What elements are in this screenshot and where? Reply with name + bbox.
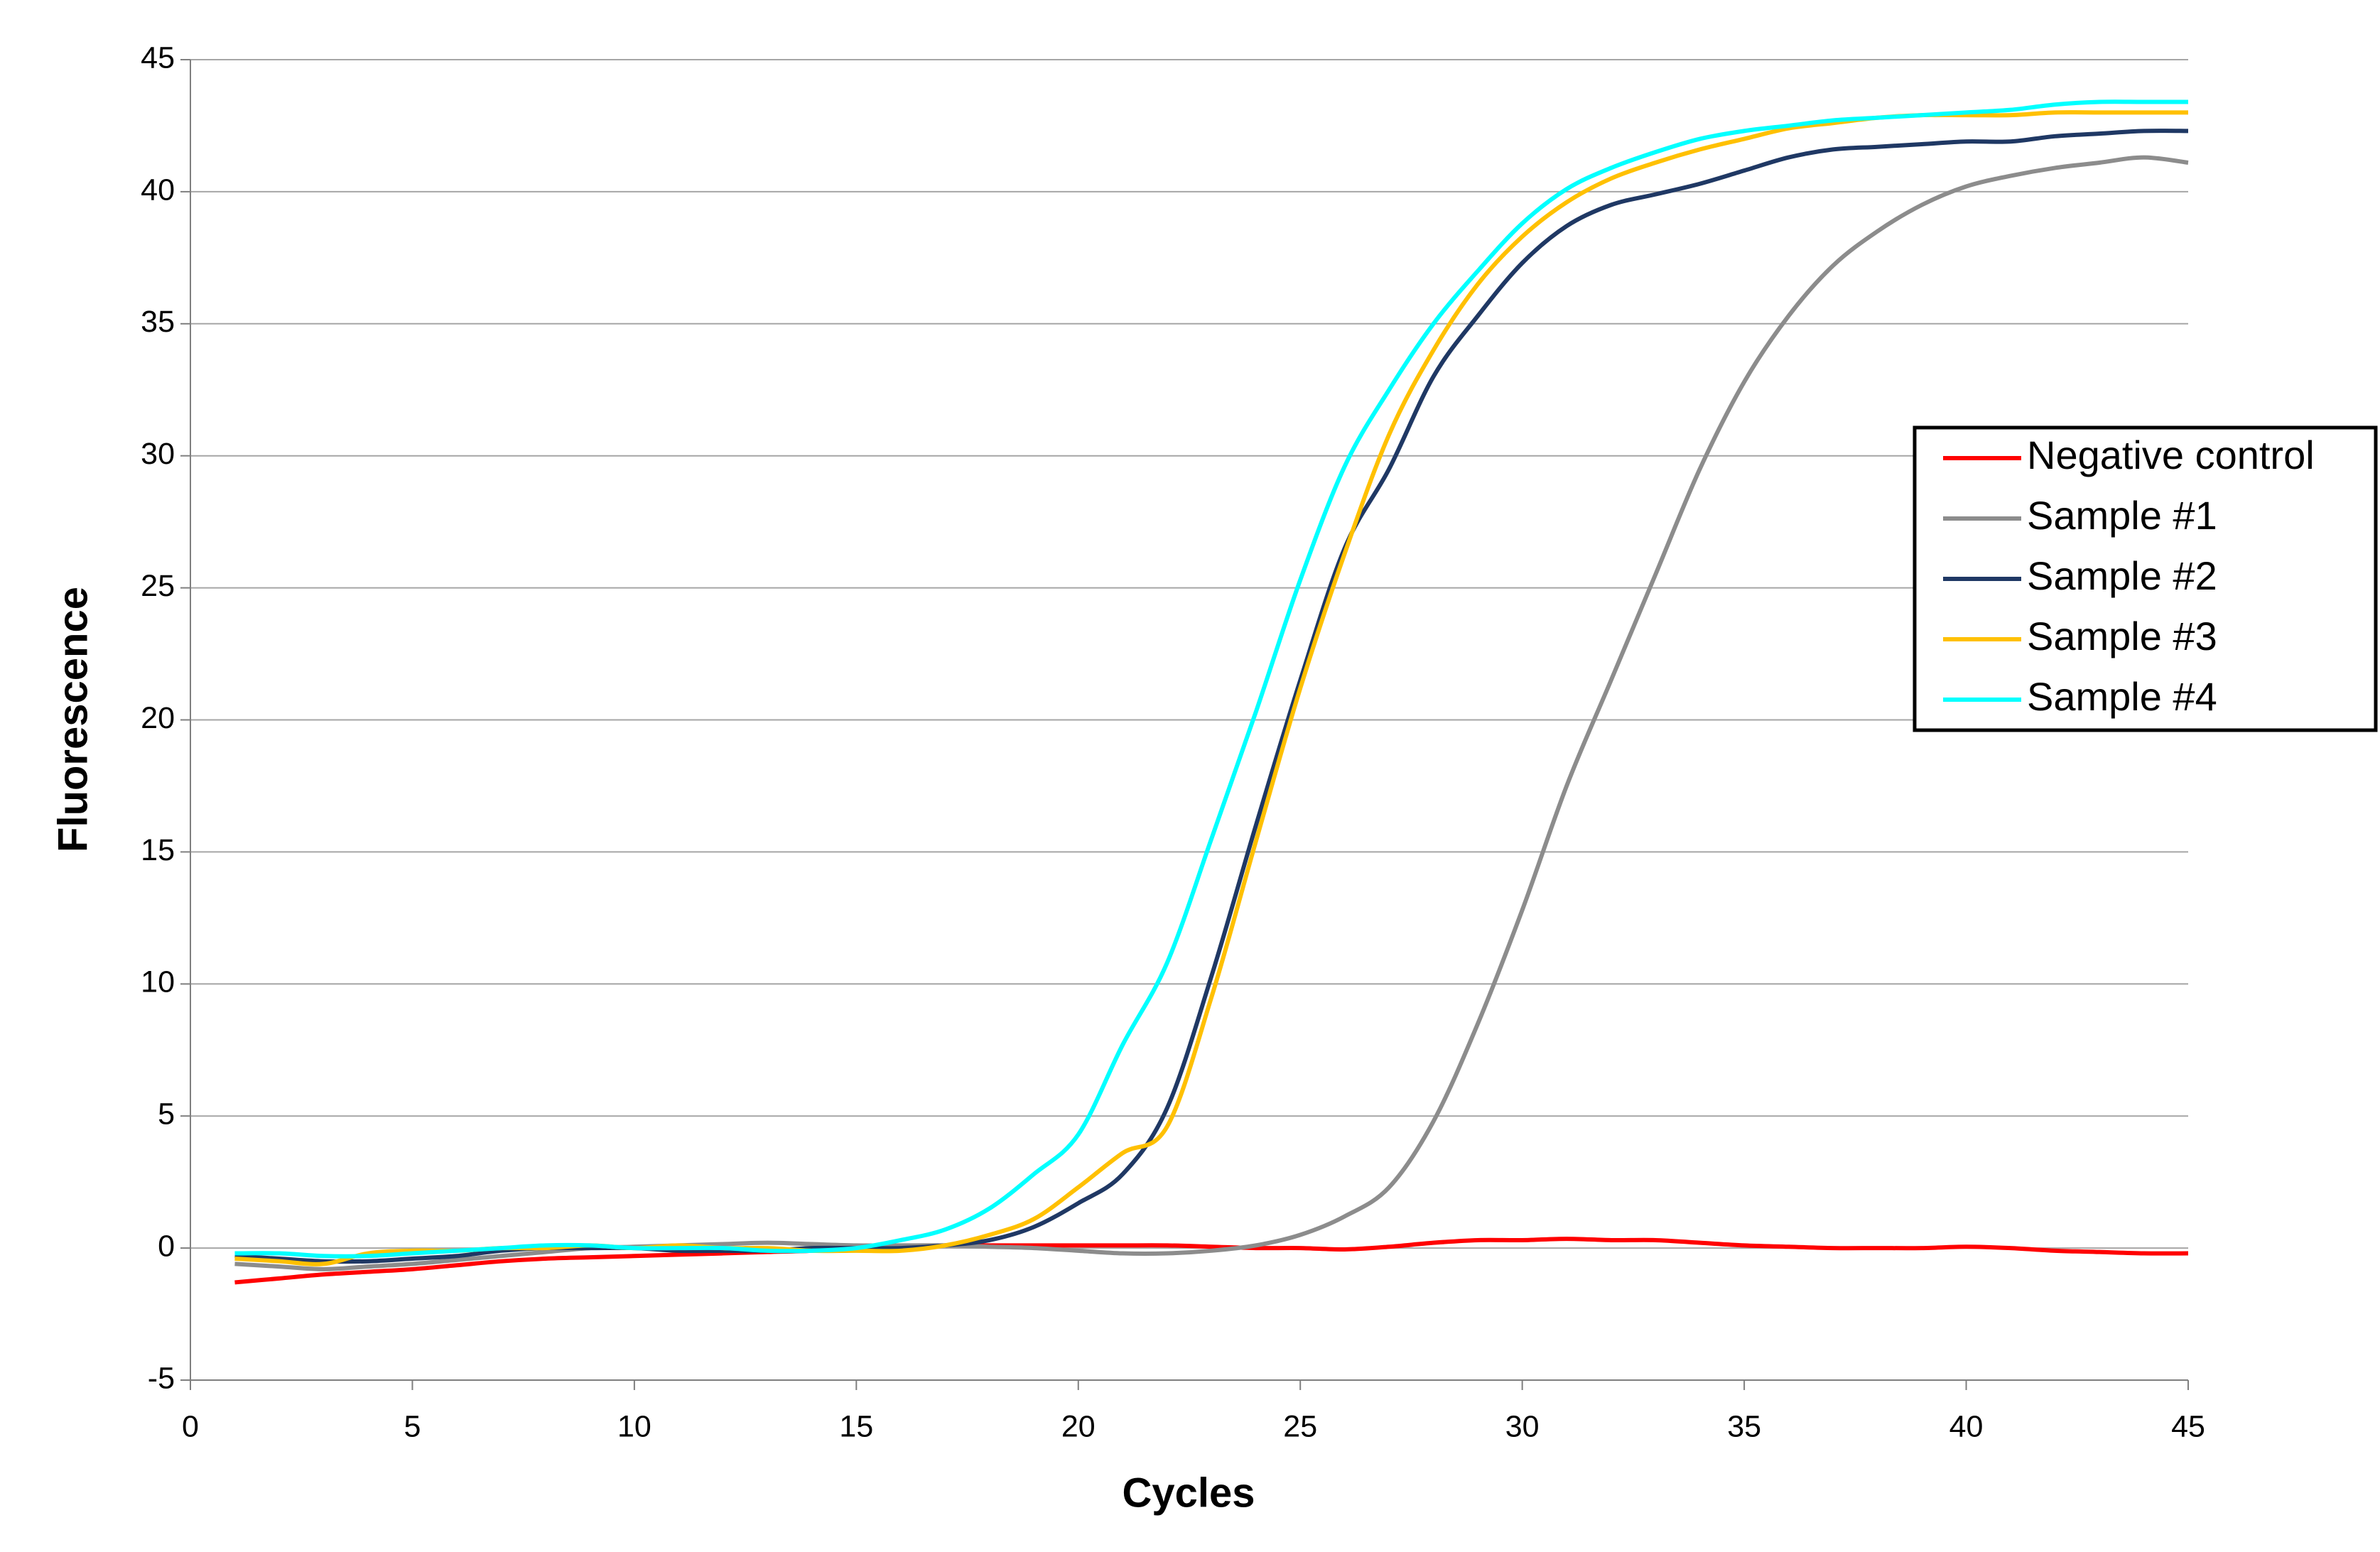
y-tick-label: 0 <box>158 1229 175 1263</box>
x-axis-title: Cycles <box>1122 1470 1255 1516</box>
legend-text: Negative control <box>2027 433 2315 477</box>
x-tick-label: 30 <box>1505 1409 1540 1443</box>
series-line <box>234 129 2189 1264</box>
y-tick-label: 30 <box>141 437 175 471</box>
x-tick-label: 10 <box>617 1409 651 1443</box>
x-tick-label: 0 <box>182 1409 199 1443</box>
y-tick-label: 40 <box>141 173 175 207</box>
x-tick-label: 35 <box>1727 1409 1761 1443</box>
legend-text: Sample #1 <box>2027 493 2217 538</box>
x-tick-label: 20 <box>1061 1409 1096 1443</box>
x-tick-label: 5 <box>404 1409 421 1443</box>
legend-text: Sample #4 <box>2027 674 2217 719</box>
y-tick-label: -5 <box>148 1361 175 1395</box>
y-tick-label: 15 <box>141 833 175 867</box>
y-tick-label: 35 <box>141 305 175 339</box>
y-axis-title: Fluorescence <box>50 587 96 852</box>
x-tick-label: 40 <box>1949 1409 1984 1443</box>
y-tick-label: 5 <box>158 1097 175 1132</box>
x-tick-label: 25 <box>1283 1409 1317 1443</box>
series-line <box>234 1237 2189 1285</box>
series-line <box>234 99 2188 1259</box>
y-tick-label: 25 <box>141 569 175 603</box>
y-tick-label: 10 <box>141 965 175 999</box>
series-line <box>234 110 2188 1266</box>
y-tick-label: 45 <box>141 40 175 75</box>
y-tick-label: 20 <box>141 701 175 735</box>
x-tick-label: 15 <box>839 1409 873 1443</box>
x-tick-label: 45 <box>2171 1409 2205 1443</box>
legend-text: Sample #3 <box>2027 614 2217 658</box>
legend-text: Sample #2 <box>2027 553 2217 598</box>
